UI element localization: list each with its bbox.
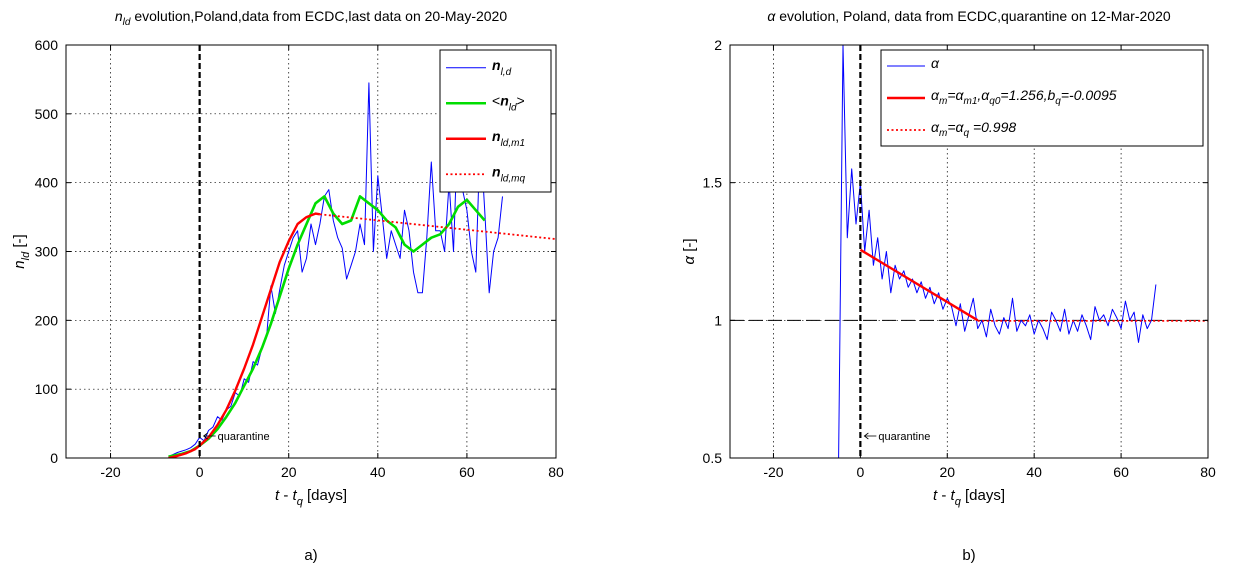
y-tick-label: 300	[35, 244, 59, 260]
y-tick-label: 400	[35, 175, 59, 191]
x-tick-label: 40	[370, 464, 386, 480]
legend-label: nld,mq	[492, 163, 525, 184]
series-line-1	[168, 195, 486, 458]
x-tick-label: 60	[459, 464, 475, 480]
legend-label: nl,d	[492, 57, 512, 78]
y-tick-label: 200	[35, 312, 59, 328]
annotation-arrowhead	[863, 432, 869, 440]
chart-panel-a: quarantine -20 0 20 40 60 80 0 100 200 300 400 500 60…	[11, 8, 564, 564]
series-group	[838, 45, 1208, 458]
y-axis-label: nld [-]	[11, 234, 32, 268]
x-axis-label: t - tq [days]	[933, 487, 1005, 508]
y-tick-label: 500	[35, 106, 59, 122]
annotation-quarantine: quarantine	[218, 431, 270, 443]
y-axis-label: α [-]	[681, 238, 698, 264]
x-tick-label: 40	[1026, 464, 1042, 480]
x-tick-label: 20	[939, 464, 955, 480]
y-tick-label: 600	[35, 37, 59, 53]
legend: α αm=αm1,αq0=1.256,bq=-0.0095 αm=αq =0.998	[880, 49, 1204, 147]
series-line-3	[319, 213, 556, 240]
x-tick-label: 60	[1113, 464, 1129, 480]
panel-label: b)	[962, 547, 975, 564]
y-tick-label: 0.5	[703, 450, 723, 466]
chart-title: α evolution, Poland, data from ECDC,quar…	[767, 8, 1171, 24]
legend: nl,d <nld> nld,m1 nld,mq	[439, 49, 552, 193]
legend-label: αm=αm1,αq0=1.256,bq=-0.0095	[931, 87, 1117, 107]
x-tick-label: 20	[281, 464, 297, 480]
legend-label: nld,m1	[492, 128, 525, 149]
chart-title: nld evolution,Poland,data from ECDC,last…	[115, 8, 507, 28]
y-tick-label: 100	[35, 381, 59, 397]
y-tick-label: 1	[714, 312, 722, 328]
annotation-quarantine: quarantine	[878, 431, 930, 443]
series-group	[168, 82, 556, 458]
chart-panel-b: quarantine -20 0 20 40 60 80 0.5 1 1.5 2 α evolutio…	[681, 8, 1216, 564]
x-tick-label: 80	[1200, 464, 1216, 480]
series-line-2	[168, 212, 321, 458]
y-tick-label: 0	[50, 450, 58, 466]
legend-box	[880, 49, 1204, 147]
x-tick-label: -20	[100, 464, 120, 480]
legend-label: <nld>	[492, 92, 525, 113]
series-line-0	[838, 45, 1157, 458]
x-tick-label: 0	[856, 464, 864, 480]
legend-box	[439, 49, 552, 193]
legend-label: α	[931, 55, 940, 71]
x-tick-label: -20	[763, 464, 783, 480]
x-axis-label: t - tq [days]	[275, 487, 347, 508]
x-tick-label: 80	[548, 464, 564, 480]
x-tick-label: 0	[196, 464, 204, 480]
y-tick-label: 1.5	[703, 175, 723, 191]
series-line-1	[859, 248, 979, 322]
y-tick-label: 2	[714, 37, 722, 53]
panel-label: a)	[304, 547, 317, 564]
legend-label: αm=αq =0.998	[931, 119, 1016, 139]
axes-frame	[729, 44, 1209, 459]
annotation-arrowhead	[202, 432, 208, 440]
